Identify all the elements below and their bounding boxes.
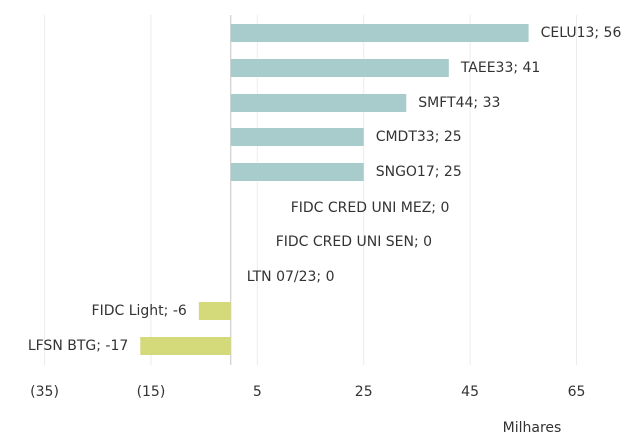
data-label: LTN 07/23; 0 bbox=[247, 269, 335, 285]
x-tick-label: (35) bbox=[30, 384, 59, 400]
x-tick-label: 25 bbox=[355, 384, 373, 400]
bar bbox=[230, 24, 529, 42]
data-label: CELU13; 56 bbox=[541, 25, 622, 41]
data-label: FIDC CRED UNI MEZ; 0 bbox=[291, 200, 450, 216]
bar bbox=[198, 302, 231, 320]
data-label: SMFT44; 33 bbox=[418, 95, 500, 111]
bar bbox=[230, 94, 407, 112]
x-tick-label: 5 bbox=[253, 384, 262, 400]
bar bbox=[140, 337, 231, 355]
data-label: FIDC CRED UNI SEN; 0 bbox=[276, 234, 432, 250]
data-label: LFSN BTG; -17 bbox=[28, 338, 128, 354]
bar bbox=[230, 163, 364, 181]
x-tick-label: (15) bbox=[137, 384, 166, 400]
x-axis-label: Milhares bbox=[503, 420, 562, 436]
x-tick-label: 45 bbox=[461, 384, 479, 400]
data-label: SNGO17; 25 bbox=[376, 164, 462, 180]
data-label: FIDC Light; -6 bbox=[92, 303, 187, 319]
bar bbox=[230, 128, 364, 146]
data-label: CMDT33; 25 bbox=[376, 129, 462, 145]
bar bbox=[230, 59, 449, 77]
x-tick-label: 65 bbox=[568, 384, 586, 400]
data-label: TAEE33; 41 bbox=[460, 60, 541, 76]
